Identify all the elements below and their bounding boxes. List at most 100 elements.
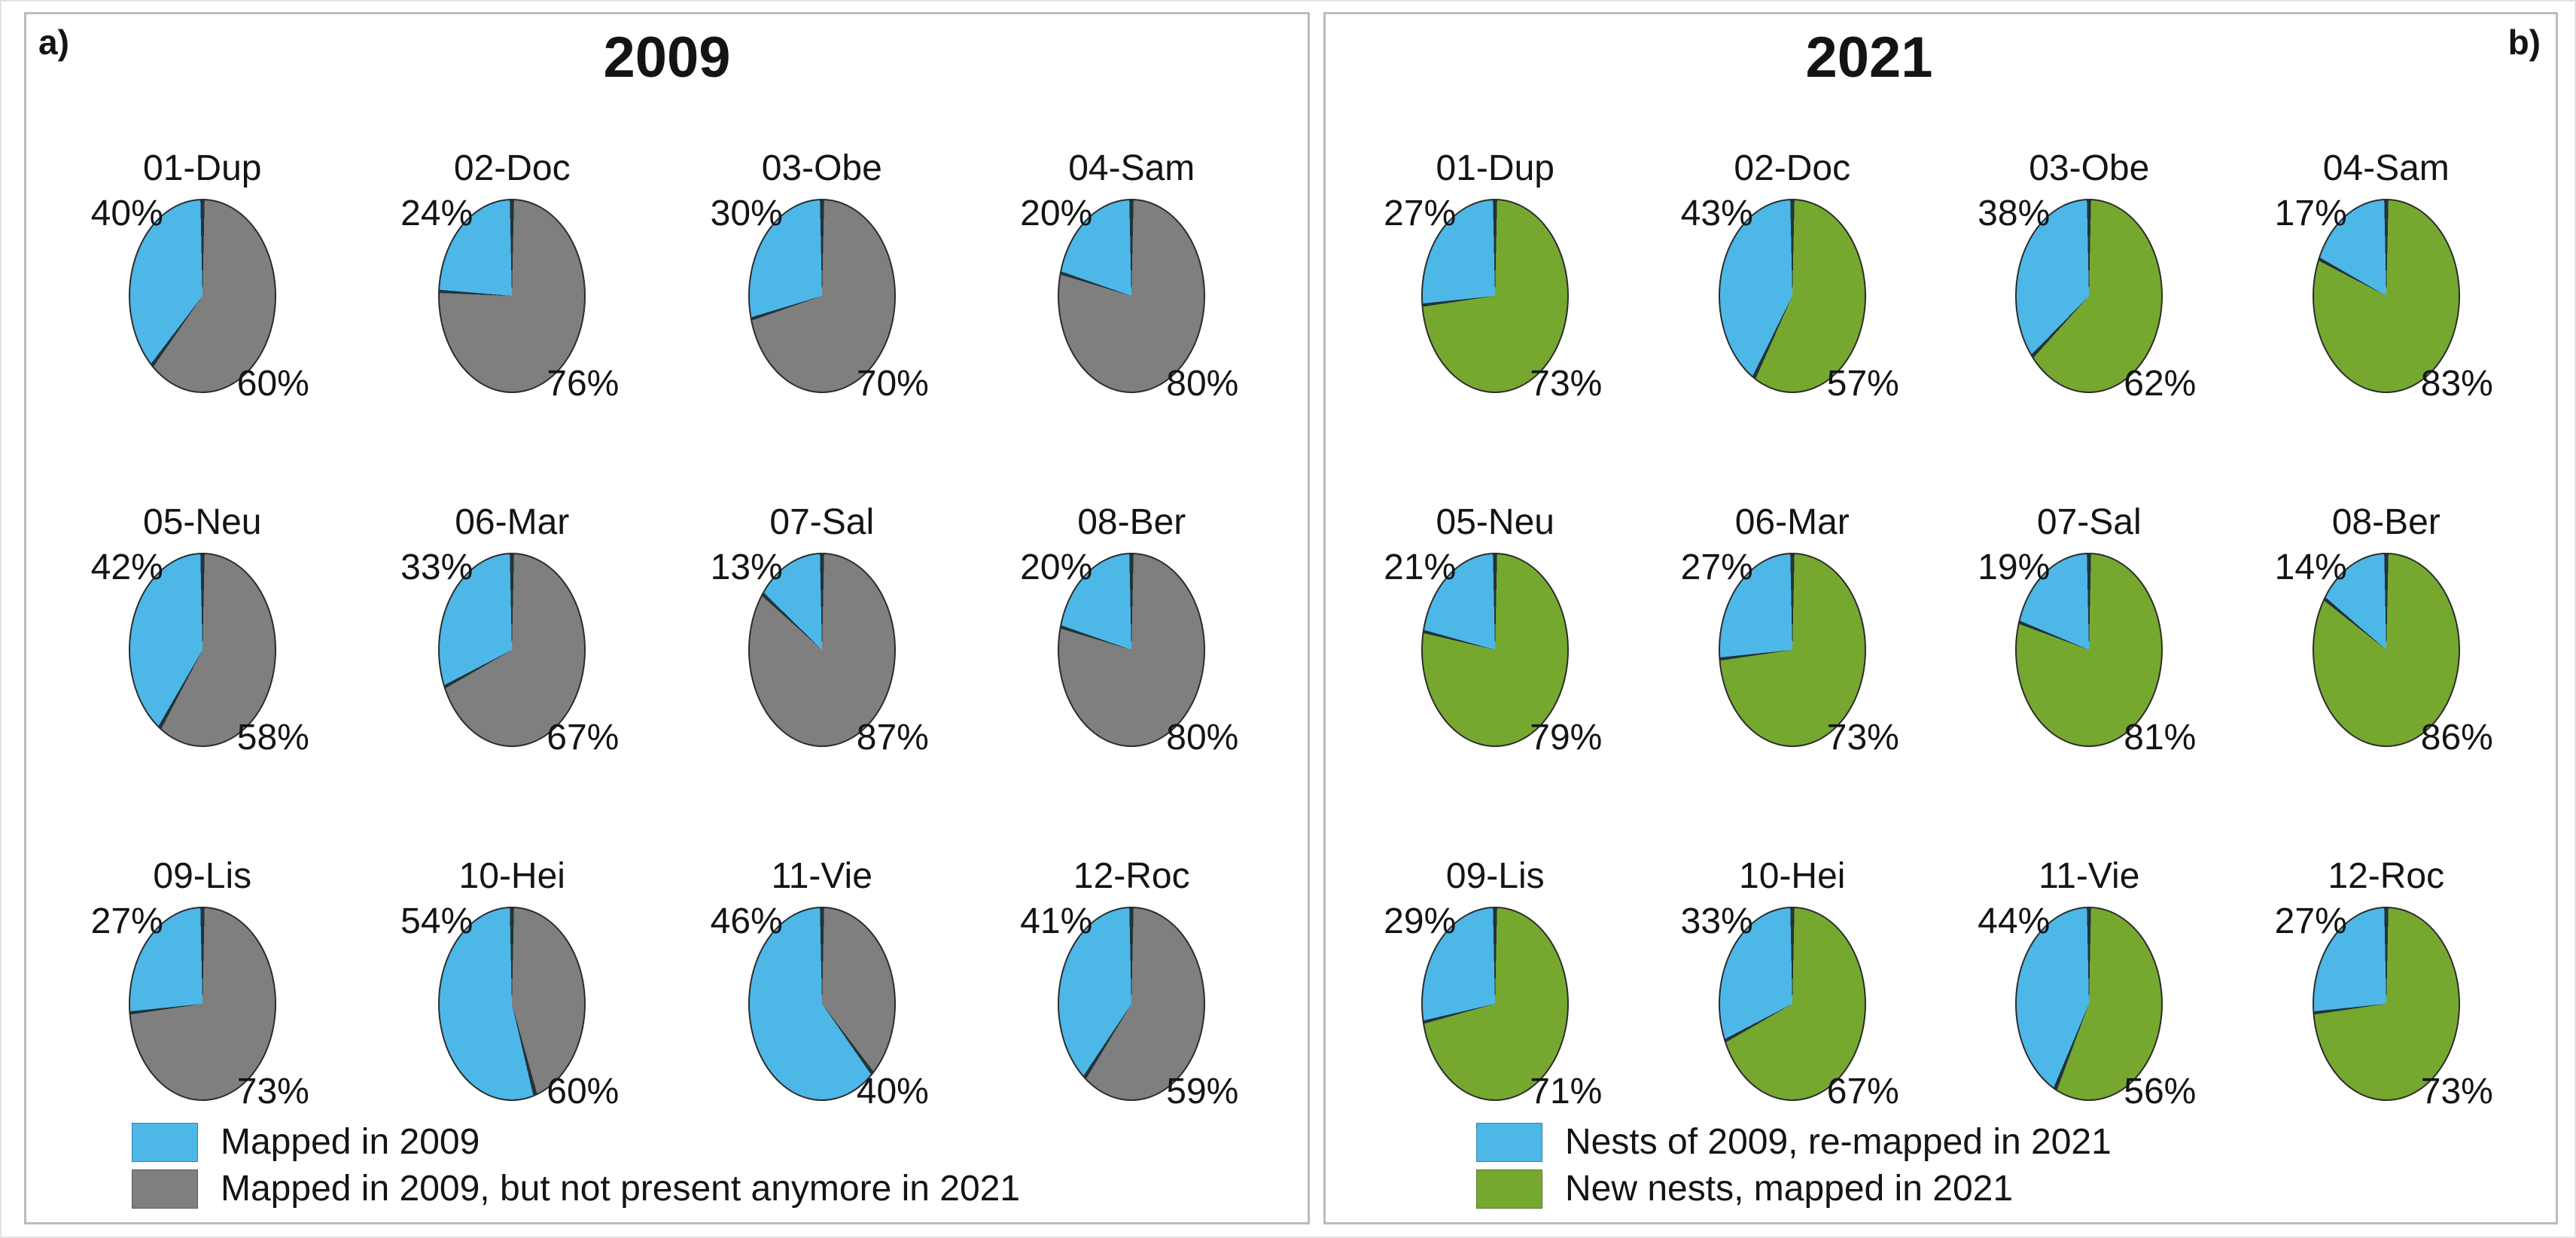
pie-site-label: 10-Hei	[1739, 856, 1846, 897]
pie-chart-02-Doc: 02-Doc 43% 57%	[1644, 143, 1941, 497]
legend-item: Mapped in 2009, but not present anymore …	[132, 1169, 1020, 1209]
pie-slice2-percent-label: 83%	[2420, 364, 2493, 404]
pie-chart-08-Ber: 08-Ber 14% 86%	[2238, 497, 2535, 851]
pie-chart-06-Mar: 06-Mar 27% 73%	[1644, 497, 1941, 851]
pie-slice1-percent-label: 33%	[400, 547, 473, 588]
pie-site-label: 01-Dup	[143, 148, 262, 189]
pie-slice2-percent-label: 73%	[2420, 1072, 2493, 1112]
legend-swatch	[132, 1123, 198, 1162]
pie-site-label: 07-Sal	[2036, 502, 2142, 543]
pie-grid: 01-Dup 27% 73% 02-Doc 43% 57% 03-Obe 38%…	[1326, 143, 2556, 1205]
pie	[1421, 907, 1570, 1102]
pie-wrap: 19% 81%	[1978, 550, 2196, 756]
pie-site-label: 05-Neu	[1436, 502, 1554, 543]
pie-slice1-percent-label: 54%	[400, 901, 473, 942]
pie-site-label: 04-Sam	[2322, 148, 2450, 189]
pie-site-label: 09-Lis	[153, 856, 252, 897]
pie-chart-02-Doc: 02-Doc 24% 76%	[358, 143, 668, 497]
pie-slice1-percent-label: 13%	[710, 547, 783, 588]
pie-wrap: 14% 86%	[2275, 550, 2493, 756]
pie-slice1-percent-label: 40%	[90, 194, 163, 234]
pie-slice1-percent-label: 27%	[90, 901, 163, 942]
pie-slice1-percent-label: 27%	[2274, 901, 2347, 942]
pie	[128, 907, 276, 1102]
pie-site-label: 01-Dup	[1436, 148, 1554, 189]
pie	[1718, 553, 1866, 748]
pie-chart-12-Roc: 12-Roc 41% 59%	[977, 851, 1287, 1205]
pie	[748, 553, 896, 748]
legend-swatch	[1476, 1169, 1542, 1209]
pie-site-label: 02-Doc	[453, 148, 571, 189]
pie-slice1-percent-label: 19%	[1978, 547, 2051, 588]
pie	[1058, 907, 1206, 1102]
pie	[2312, 907, 2460, 1102]
pie	[438, 553, 586, 748]
pie-wrap: 21% 79%	[1384, 550, 1602, 756]
pie-slice1-percent-label: 14%	[2274, 547, 2347, 588]
pie-slice1-percent-label: 21%	[1384, 547, 1457, 588]
pie-slice2-percent-label: 58%	[236, 718, 309, 758]
pie-site-label: 08-Ber	[1077, 502, 1186, 543]
pie	[2015, 553, 2163, 748]
pie-site-label: 09-Lis	[1445, 856, 1545, 897]
pie-wrap: 20% 80%	[1020, 550, 1238, 756]
pie-chart-03-Obe: 03-Obe 38% 62%	[1941, 143, 2238, 497]
pie	[2015, 199, 2163, 394]
legend-label: Nests of 2009, re-mapped in 2021	[1565, 1121, 2112, 1162]
pie-slice1-percent-label: 20%	[1020, 547, 1093, 588]
pie-chart-11-Vie: 11-Vie 46% 40%	[667, 851, 977, 1205]
pie-chart-12-Roc: 12-Roc 27% 73%	[2238, 851, 2535, 1205]
pie-site-label: 07-Sal	[769, 502, 875, 543]
pie-chart-09-Lis: 09-Lis 27% 73%	[47, 851, 358, 1205]
pie-site-label: 05-Neu	[143, 502, 262, 543]
pie-slice2-percent-label: 73%	[1530, 364, 1603, 404]
pie-slice2-percent-label: 70%	[856, 364, 929, 404]
pie-slice1-percent-label: 27%	[1384, 194, 1457, 234]
panel-title: 2009	[603, 26, 731, 90]
legend-item: Nests of 2009, re-mapped in 2021	[1476, 1123, 2112, 1162]
legend: Mapped in 2009 Mapped in 2009, but not p…	[132, 1123, 1020, 1209]
pie-slice1-percent-label: 20%	[1020, 194, 1093, 234]
pie-chart-10-Hei: 10-Hei 33% 67%	[1644, 851, 1941, 1205]
pie-chart-01-Dup: 01-Dup 27% 73%	[1347, 143, 1644, 497]
pie	[1421, 199, 1570, 394]
pie-wrap: 40% 60%	[91, 196, 309, 402]
pie-chart-11-Vie: 11-Vie 44% 56%	[1941, 851, 2238, 1205]
pie-slice1-percent-label: 38%	[1978, 194, 2051, 234]
pie-site-label: 12-Roc	[1073, 856, 1190, 897]
pie-chart-07-Sal: 07-Sal 13% 87%	[667, 497, 977, 851]
legend-item: New nests, mapped in 2021	[1476, 1169, 2112, 1209]
pie	[438, 199, 586, 394]
pie-site-label: 02-Doc	[1734, 148, 1851, 189]
pie-wrap: 33% 67%	[1681, 904, 1899, 1110]
pie-site-label: 08-Ber	[2331, 502, 2441, 543]
pie-site-label: 12-Roc	[2328, 856, 2445, 897]
pie-slice1-percent-label: 30%	[710, 194, 783, 234]
pie	[2312, 199, 2460, 394]
pie-wrap: 27% 73%	[2275, 904, 2493, 1110]
pie-slice2-percent-label: 79%	[1530, 718, 1603, 758]
pie-site-label: 04-Sam	[1068, 148, 1195, 189]
pie-slice2-percent-label: 73%	[1826, 718, 1899, 758]
pie-slice2-percent-label: 81%	[2124, 718, 2197, 758]
legend-item: Mapped in 2009	[132, 1123, 1020, 1162]
panel-2009: a) 2009 01-Dup 40% 60% 02-Doc 24% 76% 03…	[24, 12, 1310, 1224]
legend-label: Mapped in 2009, but not present anymore …	[221, 1168, 1021, 1209]
panel-title: 2021	[1805, 26, 1933, 90]
pie-slice1-percent-label: 42%	[90, 547, 163, 588]
pie-site-label: 11-Vie	[2039, 856, 2140, 897]
pie-slice1-percent-label: 46%	[710, 901, 783, 942]
pie-slice2-percent-label: 73%	[236, 1072, 309, 1112]
pie-slice1-percent-label: 44%	[1978, 901, 2051, 942]
pie-wrap: 27% 73%	[91, 904, 309, 1110]
pie-chart-10-Hei: 10-Hei 54% 60%	[358, 851, 668, 1205]
pie	[128, 553, 276, 748]
pie	[128, 199, 276, 394]
pie-slice1-percent-label: 24%	[400, 194, 473, 234]
pie-wrap: 20% 80%	[1020, 196, 1238, 402]
legend-swatch	[1476, 1123, 1542, 1162]
pie-chart-07-Sal: 07-Sal 19% 81%	[1941, 497, 2238, 851]
pie-wrap: 43% 57%	[1681, 196, 1899, 402]
pie-wrap: 44% 56%	[1978, 904, 2196, 1110]
pie-slice1-percent-label: 27%	[1680, 547, 1753, 588]
